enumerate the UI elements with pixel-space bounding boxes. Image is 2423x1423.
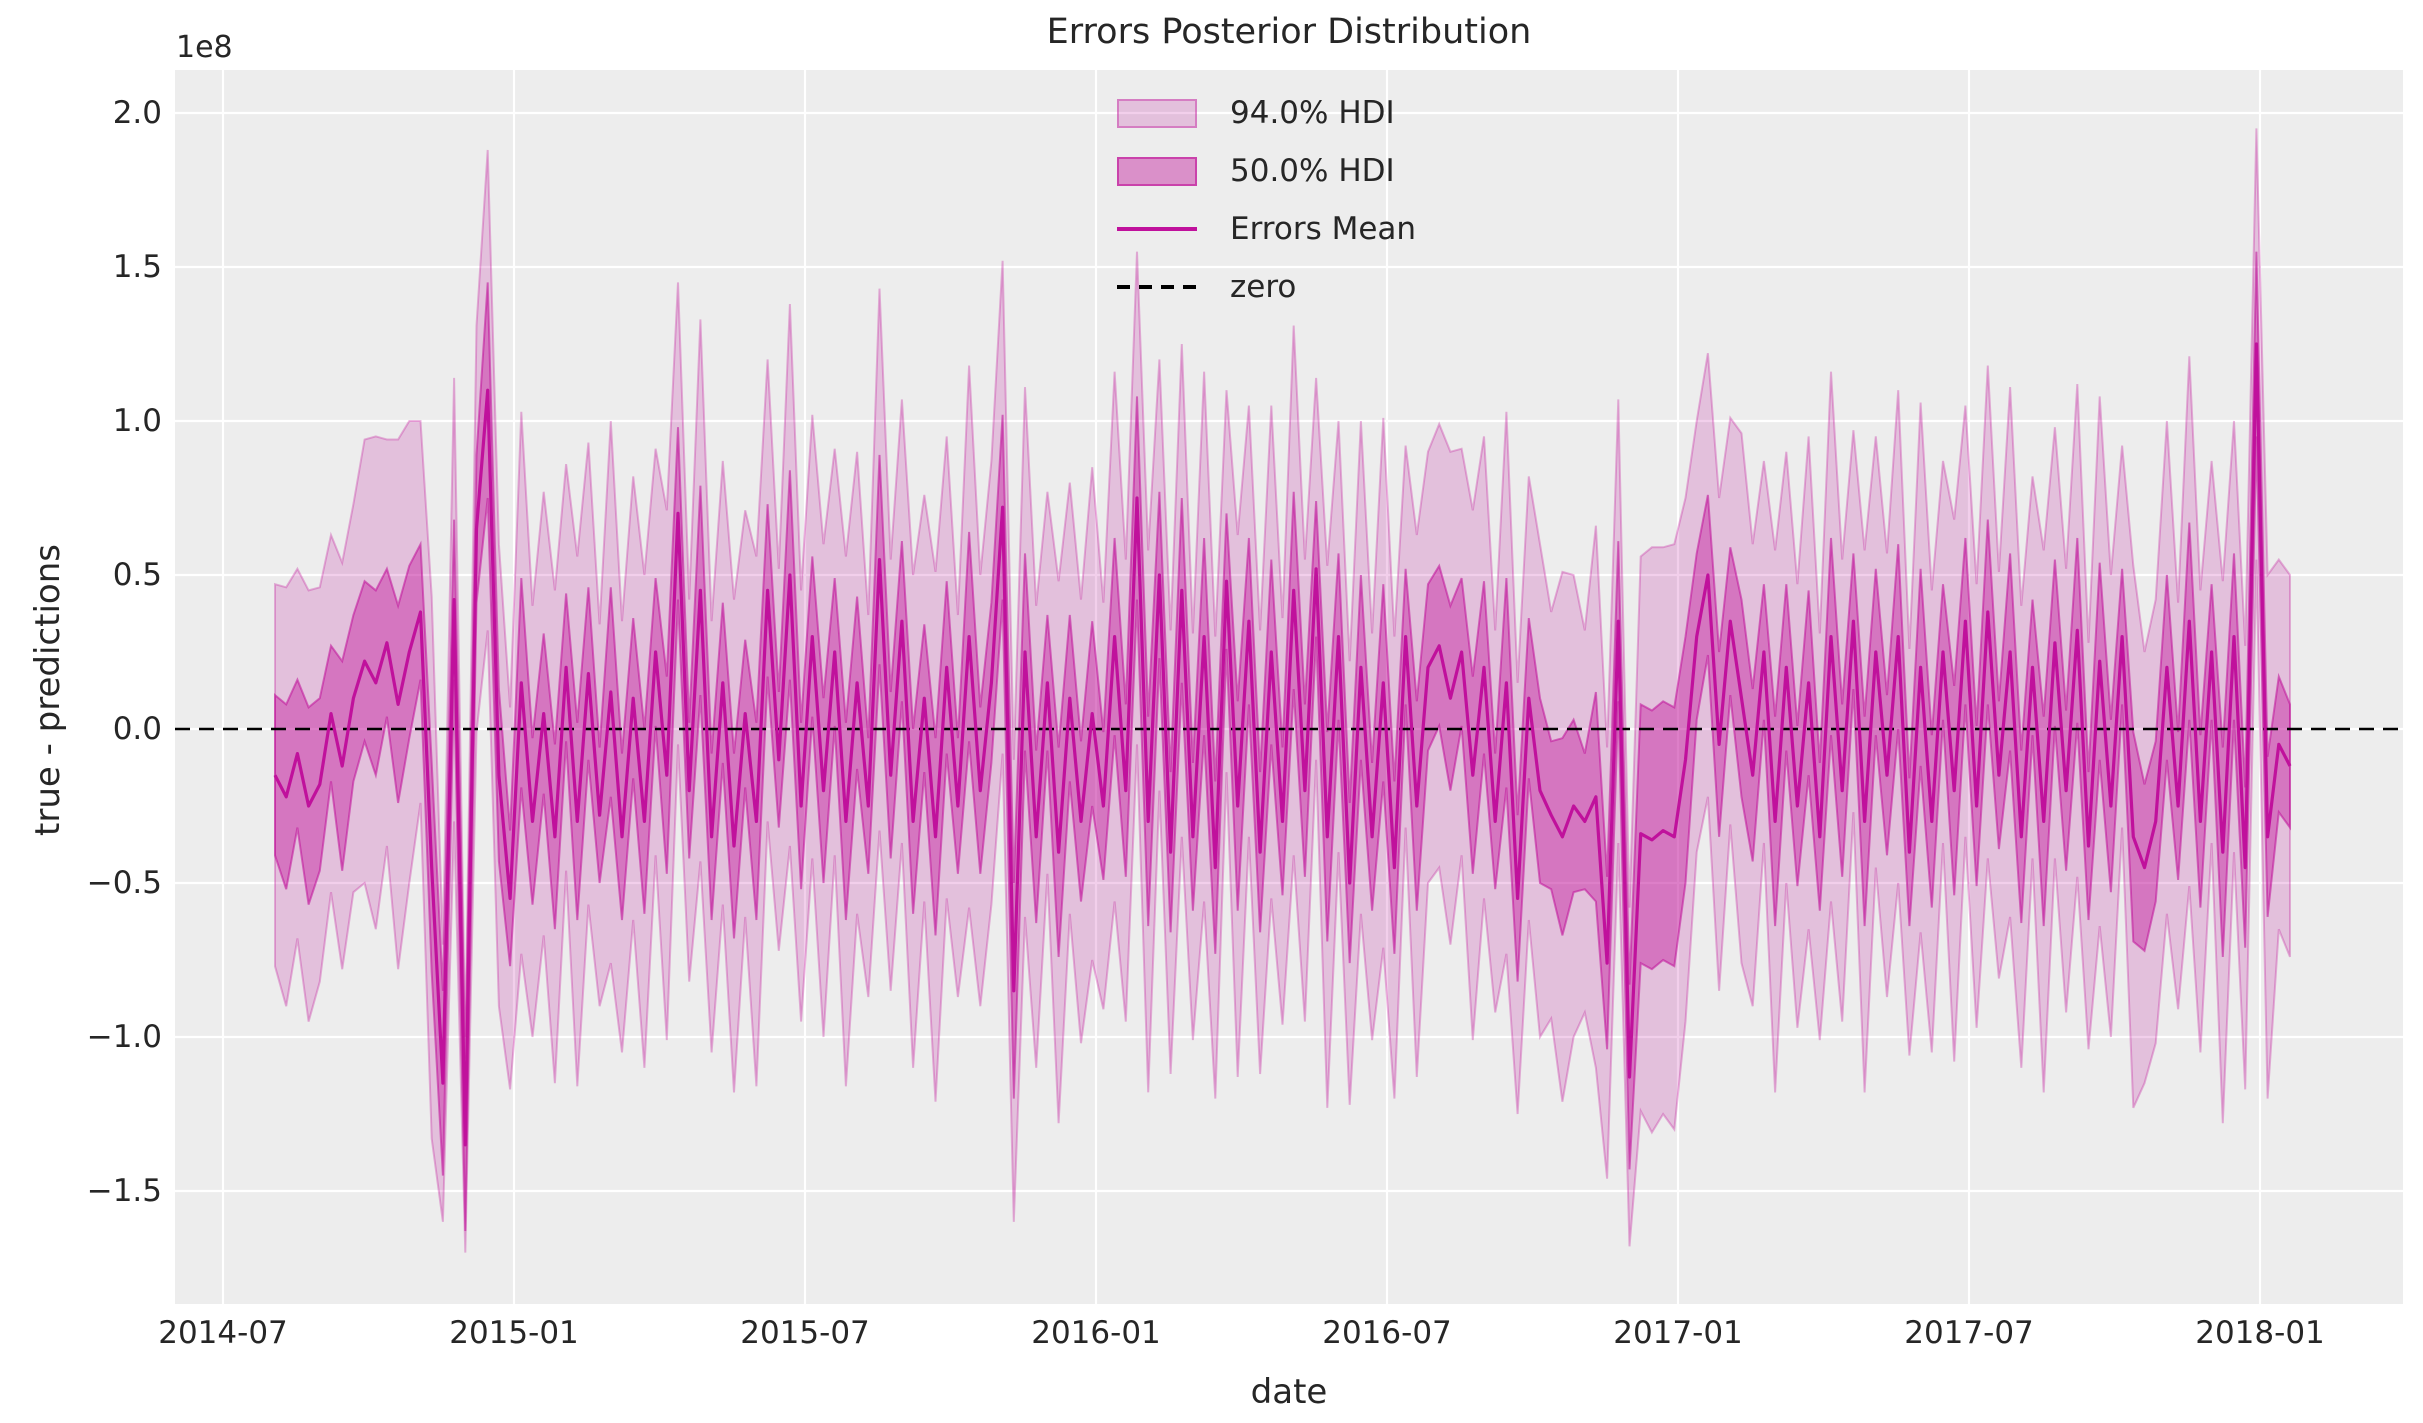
legend-label-mean: Errors Mean [1230, 211, 1417, 247]
x-tick-label: 2016-01 [1031, 1315, 1161, 1351]
x-tick-label: 2015-07 [740, 1315, 870, 1351]
hdi50-band [274, 251, 2291, 1232]
x-tick-label: 2014-07 [158, 1315, 288, 1351]
y-tick-label: −1.0 [86, 1019, 162, 1055]
y-tick-label: 0.0 [112, 711, 162, 747]
y-tick-label: −1.5 [86, 1173, 162, 1209]
x-tick-label: 2018-01 [2195, 1315, 2325, 1351]
zero-dashed-line-icon [1117, 285, 1197, 289]
y-axis-label: true - predictions [28, 544, 68, 836]
legend-item-hdi94: 94.0% HDI [1117, 95, 1416, 131]
y-axis-offset-text: 1e8 [176, 30, 233, 65]
chart-title: Errors Posterior Distribution [1046, 12, 1532, 52]
x-tick-label: 2017-07 [1904, 1315, 2034, 1351]
y-tick-label: 1.0 [112, 403, 162, 439]
x-tick-label: 2015-01 [449, 1315, 579, 1351]
legend: 94.0% HDI 50.0% HDI Errors Mean zero [1117, 95, 1417, 328]
data-lines [175, 342, 2403, 1147]
errors-mean-line [273, 342, 2292, 1147]
y-tick-label: 1.5 [112, 249, 162, 285]
x-axis-label: date [1250, 1372, 1328, 1412]
y-tick-label: 2.0 [112, 95, 162, 131]
legend-item-hdi50: 50.0% HDI [1117, 153, 1416, 189]
y-tick-label: −0.5 [86, 865, 162, 901]
x-tick-label: 2016-07 [1322, 1315, 1452, 1351]
x-tick-label: 2017-01 [1613, 1315, 1743, 1351]
y-tick-label: 0.5 [112, 557, 162, 593]
legend-label-hdi50: 50.0% HDI [1230, 153, 1395, 189]
gridlines [175, 70, 2403, 1304]
hdi94-patch-icon [1117, 98, 1197, 128]
legend-item-zero: zero [1117, 269, 1416, 305]
legend-label-zero: zero [1230, 269, 1297, 305]
hdi50-patch-icon [1117, 156, 1197, 186]
legend-label-hdi94: 94.0% HDI [1230, 95, 1395, 131]
hdi94-band [274, 128, 2291, 1253]
hdi-bands [274, 128, 2291, 1253]
mean-line-icon [1117, 227, 1197, 231]
legend-item-mean: Errors Mean [1117, 211, 1417, 247]
